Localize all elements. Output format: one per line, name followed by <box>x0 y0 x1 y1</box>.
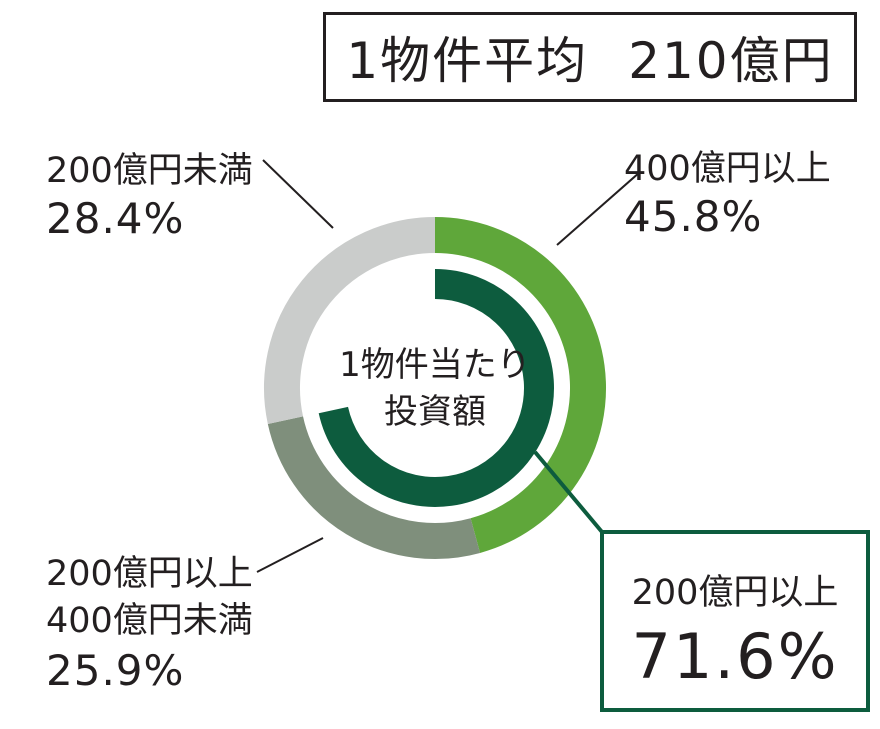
center-label-line1: 1物件当たり <box>339 345 531 385</box>
label-under200-pct: 28.4% <box>46 194 185 243</box>
slice-200to400 <box>267 416 481 559</box>
leader-over400 <box>556 171 641 246</box>
label-mid-line1: 200億円以上 <box>46 554 253 594</box>
leader-200to400 <box>256 537 324 573</box>
average-label: 1物件平均 <box>346 32 589 90</box>
average-value: 210億円 <box>628 32 834 90</box>
label-over400-name: 400億円以上 <box>624 149 831 189</box>
center-label-line2: 投資額 <box>384 392 486 432</box>
label-mid-pct: 25.9% <box>46 646 185 695</box>
highlight-box: 200億円以上 71.6% <box>600 530 870 712</box>
slice-over400 <box>434 217 606 553</box>
slice-under200 <box>264 217 436 424</box>
average-investment-box: 1物件平均 210億円 <box>323 12 857 102</box>
leader-under200 <box>262 159 334 229</box>
highlight-label: 200億円以上 <box>631 573 839 613</box>
highlight-percent: 71.6% <box>631 620 839 693</box>
label-over400-pct: 45.8% <box>624 192 763 241</box>
inner-ring-highlight <box>318 269 554 507</box>
highlight-leader-line <box>533 450 604 534</box>
label-under200-name: 200億円未満 <box>46 151 253 191</box>
label-mid-line2: 400億円未満 <box>46 601 253 641</box>
